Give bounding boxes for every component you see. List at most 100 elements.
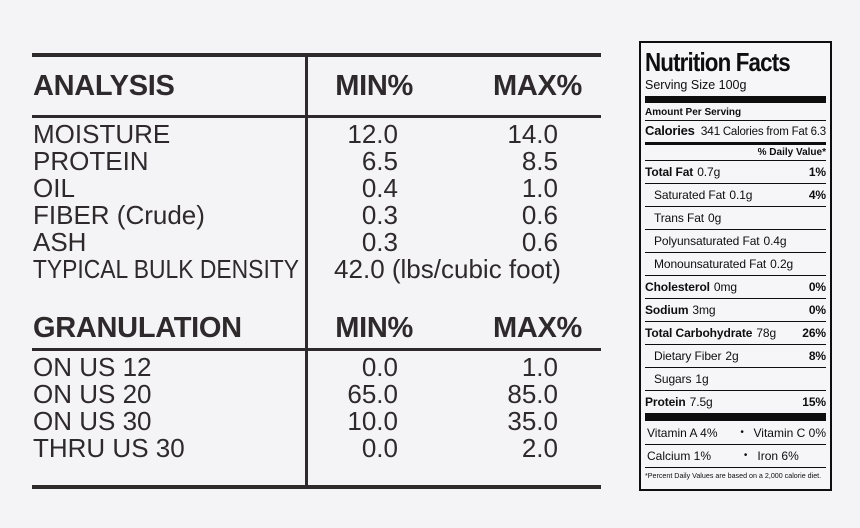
row-label: MOISTURE	[33, 119, 171, 149]
min-value: 12.0	[347, 119, 398, 149]
column-header-max: MAX%	[492, 69, 582, 102]
nutrient-row-saturated-fat: Saturated Fat 0.1g 4%	[645, 184, 826, 207]
nutrient-amount: 3mg	[692, 303, 716, 317]
table-row: ON US 12 0.0 1.0	[32, 352, 601, 382]
column-divider	[305, 57, 308, 485]
granulation-rows: ON US 12 0.0 1.0 ON US 20 65.0 85.0 ON U…	[32, 352, 601, 463]
analysis-granulation-table: ANALYSIS MIN% MAX% MOISTURE 12.0 14.0 PR…	[32, 53, 601, 489]
nutrient-daily-value: 15%	[802, 395, 826, 409]
max-value: 2.0	[521, 433, 558, 463]
vitamin-a-value: Vitamin A 4%	[647, 426, 718, 440]
nutrient-amount: 78g	[756, 326, 777, 340]
min-value: 65.0	[347, 379, 398, 409]
amount-per-serving: Amount Per Serving	[645, 105, 826, 121]
nutrition-title: Nutrition Facts	[645, 47, 791, 77]
row-label: ON US 30	[33, 406, 152, 436]
analysis-header-row: ANALYSIS MIN% MAX%	[32, 57, 601, 118]
table-row: ON US 20 65.0 85.0	[32, 379, 601, 409]
vitamin-row: Vitamin A 4% • Vitamin C 0%	[645, 422, 826, 445]
min-value: 6.5	[361, 146, 398, 176]
nutrient-amount: 0.1g	[729, 188, 753, 202]
nutrient-row-total-fat: Total Fat 0.7g 1%	[645, 161, 826, 184]
table-row-bulk-density: TYPICAL BULK DENSITY 42.0 (lbs/cubic foo…	[32, 254, 601, 284]
table-row: PROTEIN 6.5 8.5	[32, 146, 601, 176]
table-row: ON US 30 10.0 35.0	[32, 406, 601, 436]
nutrient-amount: 0.4g	[763, 234, 787, 248]
nutrient-name: Sugars	[654, 372, 692, 386]
daily-value-header: % Daily Value*	[645, 145, 826, 161]
vitamin-c-value: Vitamin C 0%	[753, 426, 826, 440]
nutrition-facts-label: Nutrition Facts Serving Size 100g Amount…	[639, 41, 832, 491]
nutrient-name: Trans Fat	[654, 211, 705, 225]
row-label: OIL	[33, 173, 75, 203]
nutrient-row-polyunsaturated-fat: Polyunsaturated Fat 0.4g	[645, 230, 826, 253]
nutrient-name: Dietary Fiber	[654, 349, 722, 363]
nutrient-name: Total Fat	[645, 165, 694, 179]
row-label: PROTEIN	[33, 146, 149, 176]
nutrient-row-total-carbohydrate: Total Carbohydrate 78g 26%	[645, 322, 826, 345]
table-row: MOISTURE 12.0 14.0	[32, 119, 601, 149]
nutrient-amount: 0mg	[713, 280, 737, 294]
serving-size: Serving Size 100g	[645, 78, 747, 92]
nutrient-row-trans-fat: Trans Fat 0g	[645, 207, 826, 230]
calcium-value: Calcium 1%	[647, 449, 712, 463]
row-label: ON US 12	[33, 352, 152, 382]
daily-values-footnote: *Percent Daily Values are based on a 2,0…	[645, 471, 822, 480]
bullet-separator: •	[743, 450, 748, 461]
table-row: OIL 0.4 1.0	[32, 173, 601, 203]
calories-row: Calories 341 Calories from Fat 6.3	[645, 121, 826, 145]
section-title-analysis: ANALYSIS	[33, 69, 175, 102]
max-value: 0.6	[521, 227, 558, 257]
nutrient-name: Cholesterol	[645, 280, 710, 294]
max-value: 1.0	[521, 173, 558, 203]
nutrient-daily-value: 0%	[808, 303, 826, 317]
min-value: 0.3	[361, 227, 398, 257]
nutrient-name: Polyunsaturated Fat	[654, 234, 760, 248]
nutrient-daily-value: 4%	[808, 188, 826, 202]
bullet-separator: •	[740, 427, 744, 438]
max-value: 0.6	[521, 200, 558, 230]
nutrient-name: Saturated Fat	[654, 188, 726, 202]
max-value: 35.0	[507, 406, 558, 436]
max-value: 14.0	[507, 119, 558, 149]
row-label: ON US 20	[33, 379, 152, 409]
nutrient-row-dietary-fiber: Dietary Fiber 2g 8%	[645, 345, 826, 368]
nutrient-amount: 0.7g	[697, 165, 721, 179]
nutrient-row-protein: Protein 7.5g 15%	[645, 391, 826, 413]
iron-value: Iron 6%	[757, 449, 799, 463]
max-value: 85.0	[507, 379, 558, 409]
nutrient-daily-value: 1%	[808, 165, 826, 179]
nutrient-amount: 7.5g	[689, 395, 713, 409]
table-row: FIBER (Crude) 0.3 0.6	[32, 200, 601, 230]
thick-divider	[645, 96, 826, 103]
calories-value: 341	[700, 124, 721, 138]
nutrient-amount: 1g	[695, 372, 709, 386]
analysis-rows: MOISTURE 12.0 14.0 PROTEIN 6.5 8.5 OIL 0…	[32, 119, 601, 284]
min-value: 0.3	[361, 200, 398, 230]
column-header-max: MAX%	[492, 312, 582, 344]
row-label: FIBER (Crude)	[33, 200, 205, 230]
min-value: 0.0	[361, 433, 398, 463]
nutrient-row-sodium: Sodium 3mg 0%	[645, 299, 826, 322]
nutrient-name: Total Carbohydrate	[645, 326, 753, 340]
nutrient-name: Protein	[645, 395, 686, 409]
nutrient-amount: 0g	[708, 211, 722, 225]
row-label: ASH	[33, 227, 87, 257]
column-header-min: MIN%	[335, 312, 413, 344]
granulation-header-row: GRANULATION MIN% MAX%	[32, 309, 601, 351]
column-header-min: MIN%	[335, 69, 413, 102]
min-value: 0.0	[361, 352, 398, 382]
table-row: THRU US 30 0.0 2.0	[32, 433, 601, 463]
table-row: ASH 0.3 0.6	[32, 227, 601, 257]
max-value: 1.0	[521, 352, 558, 382]
nutrient-row-sugars: Sugars 1g	[645, 368, 826, 391]
nutrient-daily-value: 8%	[808, 349, 826, 363]
row-label: TYPICAL BULK DENSITY	[32, 254, 300, 284]
nutrient-amount: 0.2g	[770, 257, 794, 271]
thick-divider	[645, 413, 826, 421]
calories-from-fat: Calories from Fat 6.3	[722, 126, 826, 138]
nutrient-amount: 2g	[725, 349, 739, 363]
min-value: 10.0	[347, 406, 398, 436]
nutrient-name: Monounsaturated Fat	[654, 257, 767, 271]
